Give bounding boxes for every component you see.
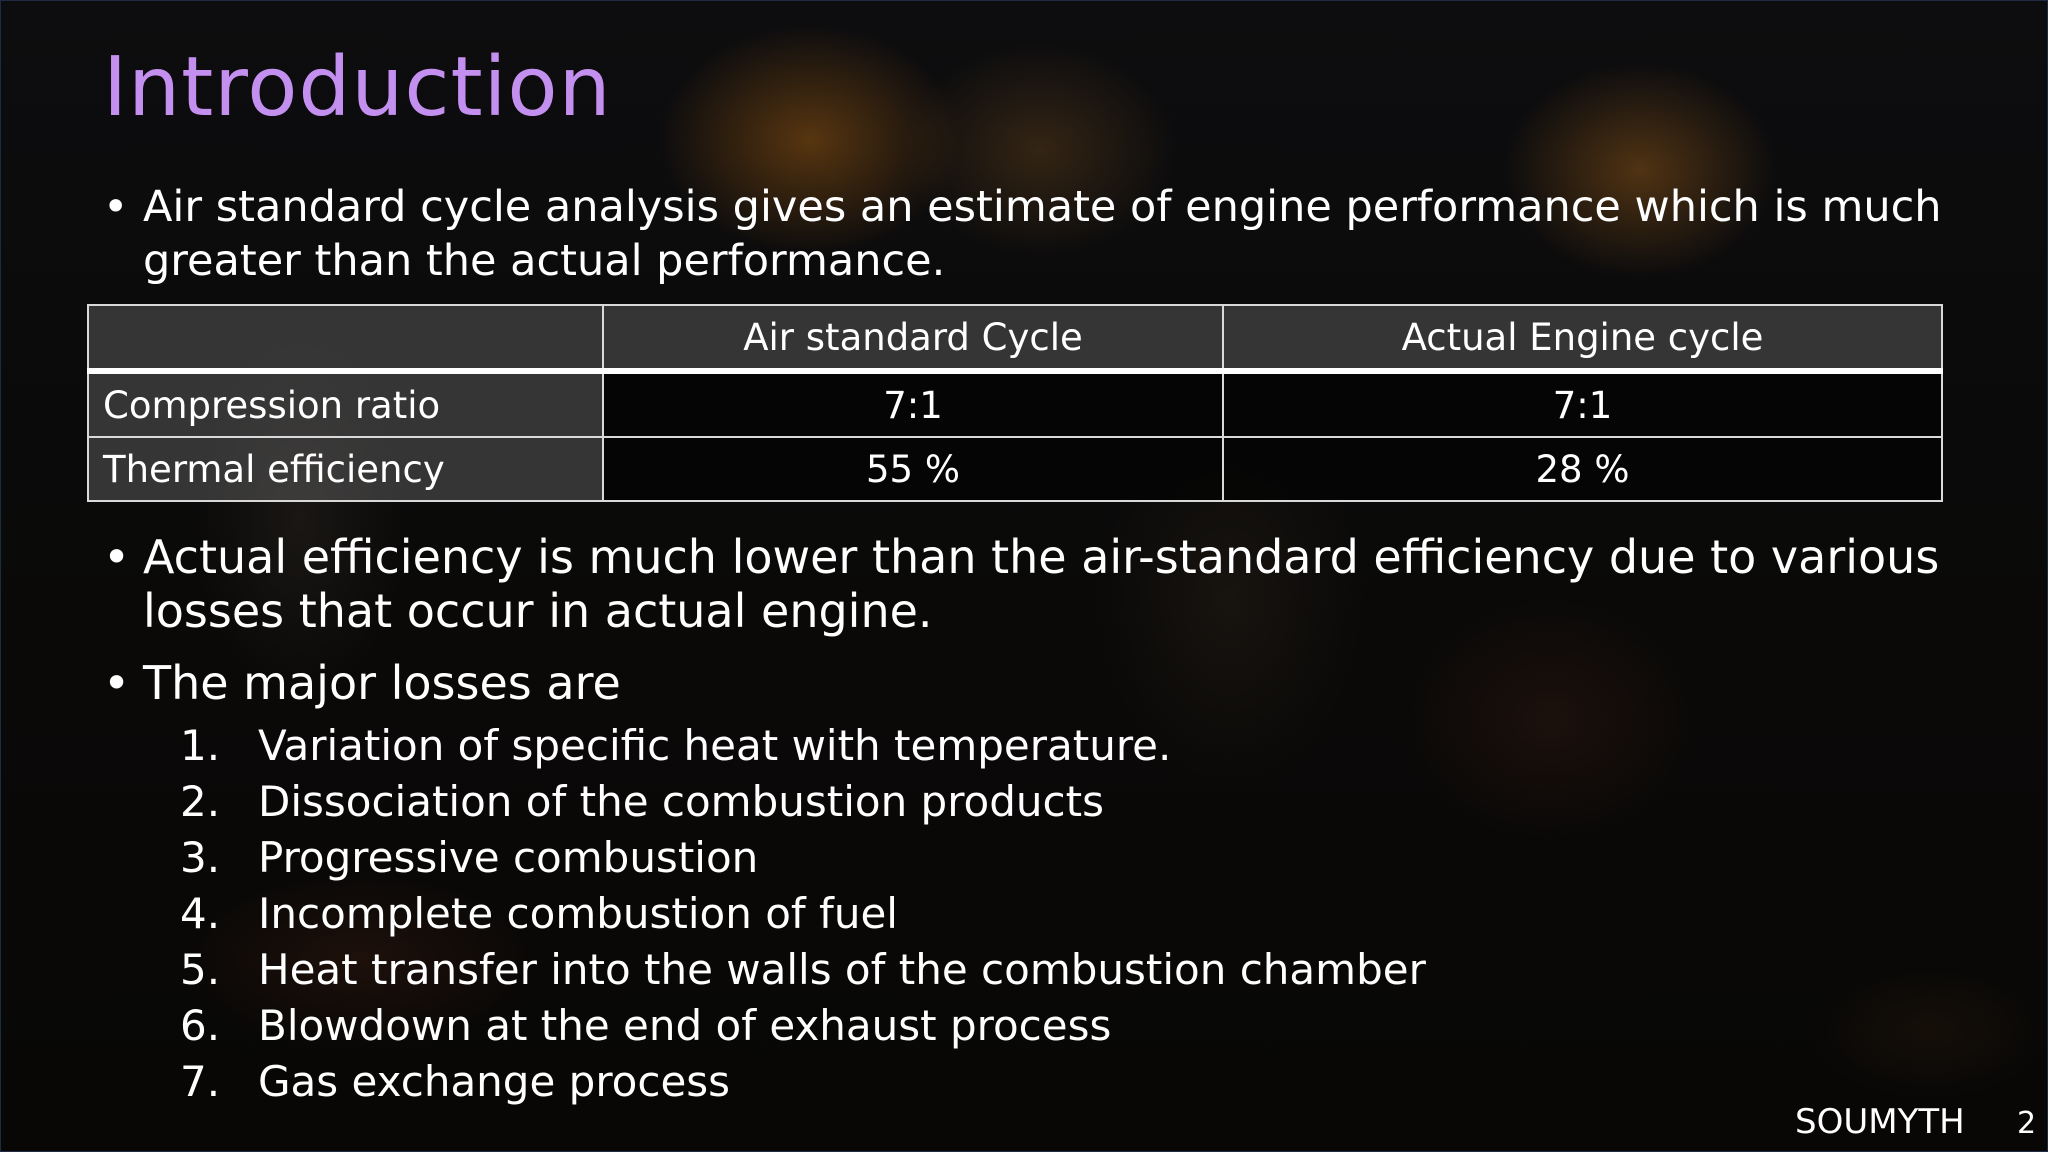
list-item-number: 7.: [180, 1057, 221, 1106]
bullet-actual-efficiency: • Actual efficiency is much lower than t…: [103, 530, 2023, 638]
table-header-row: Air standard Cycle Actual Engine cycle: [87, 304, 1943, 374]
bullet-text: Actual efficiency is much lower than the…: [143, 530, 1940, 638]
table-row-label: Thermal efficiency: [87, 436, 604, 502]
list-item-text: Incomplete combustion of fuel: [258, 889, 898, 938]
table-cell: 55 %: [602, 436, 1224, 502]
list-item-text: Gas exchange process: [258, 1057, 731, 1106]
table-row-label: Compression ratio: [87, 370, 604, 438]
table-row: Compression ratio 7:1 7:1: [87, 370, 1943, 438]
list-item-text: Variation of specific heat with temperat…: [258, 721, 1172, 770]
table-cell: 7:1: [1222, 370, 1943, 438]
comparison-table: Air standard Cycle Actual Engine cycle C…: [87, 304, 1943, 502]
table-header-cell: Actual Engine cycle: [1222, 304, 1943, 374]
table-cell: 28 %: [1222, 436, 1943, 502]
bullet-marker: •: [103, 182, 129, 232]
list-item: 7. Gas exchange process: [180, 1054, 1426, 1110]
footer-author: SOUMYTH: [1795, 1102, 1965, 1142]
list-item-text: Blowdown at the end of exhaust process: [258, 1001, 1112, 1050]
list-item: 4. Incomplete combustion of fuel: [180, 886, 1426, 942]
list-item-number: 5.: [180, 945, 221, 994]
list-item-text: Dissociation of the combustion products: [258, 777, 1104, 826]
list-item-text: Heat transfer into the walls of the comb…: [258, 945, 1426, 994]
list-item-number: 2.: [180, 777, 221, 826]
bullet-air-standard-estimate: • Air standard cycle analysis gives an e…: [103, 180, 2023, 288]
bullet-major-losses: • The major losses are: [103, 656, 2023, 710]
table-header-cell: [87, 304, 604, 374]
list-item: 1. Variation of specific heat with temper…: [180, 718, 1426, 774]
bullet-marker: •: [103, 530, 131, 584]
bullet-marker: •: [103, 656, 131, 710]
bullet-text: The major losses are: [143, 656, 621, 710]
list-item-number: 4.: [180, 889, 221, 938]
table-header-cell: Air standard Cycle: [602, 304, 1224, 374]
losses-list: 1. Variation of specific heat with temper…: [180, 718, 1426, 1110]
list-item: 2. Dissociation of the combustion product…: [180, 774, 1426, 830]
list-item: 6. Blowdown at the end of exhaust process: [180, 998, 1426, 1054]
list-item-text: Progressive combustion: [258, 833, 759, 882]
list-item-number: 6.: [180, 1001, 221, 1050]
page-number: 2: [2017, 1106, 2037, 1141]
slide-title: Introduction: [103, 40, 612, 135]
bullet-text: Air standard cycle analysis gives an est…: [143, 182, 1942, 286]
list-item: 3. Progressive combustion: [180, 830, 1426, 886]
list-item-number: 1.: [180, 721, 221, 770]
list-item: 5. Heat transfer into the walls of the co…: [180, 942, 1426, 998]
list-item-number: 3.: [180, 833, 221, 882]
table-cell: 7:1: [602, 370, 1224, 438]
table-row: Thermal efficiency 55 % 28 %: [87, 436, 1943, 502]
